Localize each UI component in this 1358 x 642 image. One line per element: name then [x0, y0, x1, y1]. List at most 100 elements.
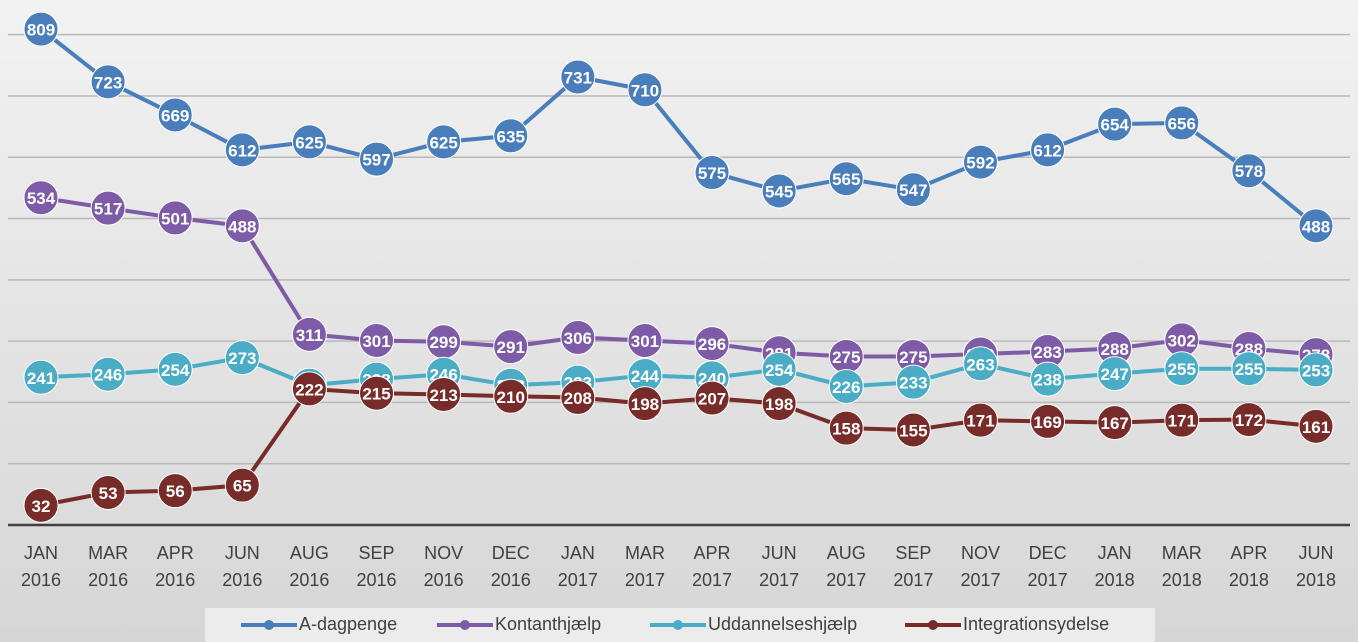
data-label: 253: [1302, 361, 1330, 380]
point-marker: [23, 11, 59, 47]
x-tick-label: AUG 2017: [826, 543, 867, 590]
point-marker: [23, 487, 59, 523]
data-label: 625: [429, 133, 457, 152]
data-label: 32: [32, 497, 51, 516]
data-label: 296: [698, 335, 726, 354]
data-label: 198: [631, 395, 659, 414]
data-label: 669: [161, 106, 189, 125]
legend-label: Integrationsydelse: [963, 614, 1110, 634]
point-marker: [90, 356, 126, 392]
x-tick-label: DEC 2016: [490, 543, 531, 590]
data-label: 171: [966, 412, 994, 431]
point-marker: [962, 346, 998, 382]
point-marker: [224, 208, 260, 244]
data-label: 275: [899, 348, 927, 367]
data-label: 210: [497, 388, 525, 407]
data-label: 306: [564, 329, 592, 348]
point-marker: [895, 172, 931, 208]
point-marker: [224, 340, 260, 376]
data-label: 501: [161, 209, 189, 228]
x-tick-label: MAR 2016: [88, 543, 129, 590]
x-tick-label: JAN 2016: [20, 543, 62, 590]
point-marker: [157, 200, 193, 236]
data-label: 238: [1033, 371, 1061, 390]
point-marker: [224, 132, 260, 168]
legend-swatch: [905, 620, 961, 630]
data-label: 254: [161, 361, 190, 380]
point-marker: [761, 173, 797, 209]
data-label: 198: [765, 395, 793, 414]
data-label: 291: [497, 338, 525, 357]
x-tick-label: MAR 2017: [624, 543, 665, 590]
point-marker: [426, 376, 462, 412]
data-label: 158: [832, 420, 860, 439]
point-marker: [426, 124, 462, 160]
data-label: 215: [362, 385, 390, 404]
point-marker: [23, 359, 59, 395]
legend-marker: [460, 620, 470, 630]
point-marker: [895, 364, 931, 400]
point-marker: [493, 329, 529, 365]
data-label: 207: [698, 390, 726, 409]
data-label: 161: [1302, 418, 1330, 437]
legend: A-dagpenge Kontanthjælp Uddannelseshjælp In…: [205, 608, 1155, 642]
point-marker: [493, 378, 529, 414]
data-label: 299: [429, 333, 457, 352]
data-label: 578: [1235, 162, 1263, 181]
x-tick-label: JUN 2016: [222, 543, 263, 590]
data-label: 65: [233, 477, 252, 496]
point-marker: [291, 124, 327, 160]
point-marker: [828, 368, 864, 404]
data-label: 167: [1100, 414, 1128, 433]
data-label: 171: [1168, 412, 1196, 431]
legend-label: Kontanthjælp: [495, 614, 602, 634]
data-label: 731: [564, 68, 592, 87]
data-label: 247: [1100, 365, 1128, 384]
data-label: 254: [765, 361, 794, 380]
point-marker: [1298, 408, 1334, 444]
data-label: 625: [295, 133, 323, 152]
point-marker: [1030, 361, 1066, 397]
point-marker: [1231, 402, 1267, 438]
point-marker: [1231, 153, 1267, 189]
x-tick-label: JUN 2017: [759, 543, 800, 590]
point-marker: [1164, 105, 1200, 141]
x-tick-label: AUG 2016: [289, 543, 330, 590]
point-marker: [962, 144, 998, 180]
data-label: 809: [27, 21, 55, 40]
data-label: 302: [1168, 331, 1196, 350]
legend-label: A-dagpenge: [299, 614, 398, 634]
point-marker: [761, 386, 797, 422]
data-label: 283: [1033, 343, 1061, 362]
data-label: 488: [228, 217, 256, 236]
data-label: 169: [1033, 413, 1061, 432]
data-label: 301: [631, 332, 659, 351]
point-marker: [560, 59, 596, 95]
point-marker: [359, 375, 395, 411]
data-label: 565: [832, 170, 860, 189]
data-label: 208: [564, 389, 592, 408]
point-marker: [694, 155, 730, 191]
x-tick-label: MAR 2018: [1161, 543, 1202, 590]
x-tick-label: SEP 2016: [356, 543, 397, 590]
x-tick-label: APR 2018: [1228, 543, 1269, 590]
data-label: 233: [899, 374, 927, 393]
data-label: 255: [1235, 360, 1263, 379]
data-label: 263: [966, 355, 994, 374]
data-label: 213: [429, 386, 457, 405]
data-label: 53: [99, 484, 118, 503]
point-marker: [560, 319, 596, 355]
x-tick-label: JUN 2018: [1295, 543, 1337, 590]
x-tick-label: JAN 2017: [557, 543, 598, 590]
legend-marker: [673, 620, 683, 630]
point-marker: [560, 380, 596, 416]
point-marker: [224, 467, 260, 503]
data-label: 534: [27, 189, 56, 208]
data-label: 172: [1235, 411, 1263, 430]
point-marker: [157, 351, 193, 387]
data-label: 612: [228, 141, 256, 160]
point-marker: [157, 97, 193, 133]
point-marker: [90, 64, 126, 100]
x-tick-label: NOV 2017: [960, 543, 1001, 590]
